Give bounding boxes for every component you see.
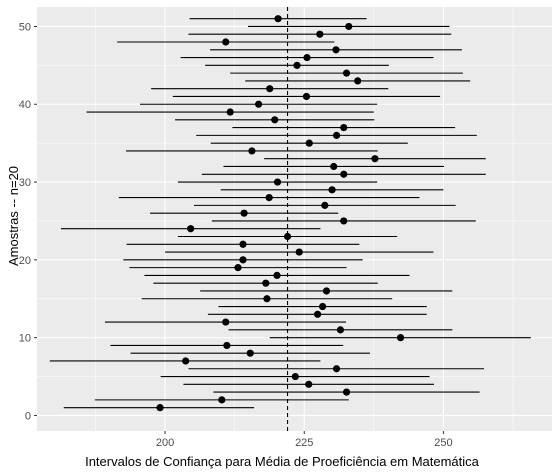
x-tick-label: 225: [295, 437, 313, 449]
mean-point: [345, 22, 353, 31]
mean-point: [283, 232, 292, 241]
mean-point: [336, 326, 345, 334]
mean-point: [321, 201, 329, 209]
y-tick-label: 50: [19, 21, 31, 33]
mean-point: [254, 100, 263, 108]
mean-point: [271, 116, 279, 124]
mean-point: [314, 310, 322, 318]
mean-point: [332, 365, 341, 373]
mean-point: [305, 139, 313, 147]
mean-point: [371, 155, 379, 163]
mean-point: [265, 194, 273, 202]
x-axis-title: Intervalos de Confiança para Média de Pr…: [85, 454, 480, 469]
mean-point: [340, 123, 348, 132]
axes-layer: 200 225 250 0 10 20 30 40 50: [19, 21, 453, 449]
mean-point: [332, 46, 340, 54]
mean-point: [342, 388, 351, 396]
mean-point: [305, 380, 313, 388]
mean-point: [342, 69, 351, 77]
mean-point: [295, 248, 303, 256]
mean-point: [263, 295, 271, 303]
mean-point: [246, 349, 254, 357]
mean-point: [222, 38, 230, 46]
mean-point: [156, 404, 164, 412]
marks-layer: [49, 7, 531, 431]
mean-point: [273, 178, 282, 186]
y-axis-title: Amostras -- n=20: [6, 166, 21, 266]
mean-point: [340, 170, 348, 178]
mean-point: [240, 209, 248, 217]
plot-panel: [37, 7, 552, 431]
mean-point: [340, 217, 348, 225]
mean-point: [330, 162, 338, 171]
mean-point: [239, 240, 247, 248]
y-tick-label: 0: [25, 410, 31, 422]
mean-point: [322, 287, 331, 295]
mean-point: [293, 61, 301, 69]
mean-point: [239, 256, 247, 264]
mean-point: [302, 92, 311, 101]
mean-point: [303, 53, 311, 62]
mean-point: [187, 225, 195, 233]
mean-point: [182, 357, 190, 365]
x-tick-label: 200: [156, 437, 174, 449]
mean-point: [262, 279, 270, 287]
mean-point: [274, 15, 282, 23]
y-tick-label: 20: [19, 255, 31, 267]
y-tick-label: 30: [19, 177, 31, 189]
mean-point: [396, 334, 405, 342]
mean-point: [316, 30, 324, 38]
x-tick-label: 250: [434, 437, 452, 449]
mean-point: [291, 372, 299, 381]
y-tick-label: 40: [19, 99, 31, 111]
mean-point: [218, 396, 226, 404]
y-tick-label: 10: [19, 333, 31, 345]
mean-point: [223, 341, 231, 350]
mean-point: [332, 131, 341, 139]
mean-point: [319, 302, 327, 311]
mean-point: [234, 264, 242, 272]
mean-point: [354, 77, 362, 85]
mean-point: [222, 318, 230, 326]
mean-point: [266, 85, 274, 93]
mean-point: [226, 108, 234, 116]
mean-point: [328, 186, 336, 194]
mean-point: [273, 271, 281, 280]
mean-point: [248, 147, 256, 155]
